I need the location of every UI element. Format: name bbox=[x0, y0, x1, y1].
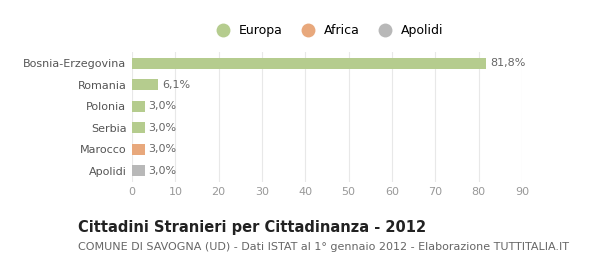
Text: 81,8%: 81,8% bbox=[490, 58, 526, 68]
Text: 3,0%: 3,0% bbox=[148, 101, 176, 111]
Text: 6,1%: 6,1% bbox=[162, 80, 190, 90]
Text: Cittadini Stranieri per Cittadinanza - 2012: Cittadini Stranieri per Cittadinanza - 2… bbox=[78, 220, 426, 235]
Text: 3,0%: 3,0% bbox=[148, 144, 176, 154]
Bar bbox=[132, 101, 145, 112]
Bar bbox=[132, 144, 145, 155]
Text: COMUNE DI SAVOGNA (UD) - Dati ISTAT al 1° gennaio 2012 - Elaborazione TUTTITALIA: COMUNE DI SAVOGNA (UD) - Dati ISTAT al 1… bbox=[78, 242, 569, 252]
Text: 3,0%: 3,0% bbox=[148, 123, 176, 133]
Text: 3,0%: 3,0% bbox=[148, 166, 176, 176]
Bar bbox=[132, 58, 487, 69]
Bar bbox=[132, 122, 145, 133]
Legend: Europa, Africa, Apolidi: Europa, Africa, Apolidi bbox=[205, 19, 449, 42]
Bar bbox=[132, 79, 158, 90]
Bar bbox=[132, 165, 145, 176]
